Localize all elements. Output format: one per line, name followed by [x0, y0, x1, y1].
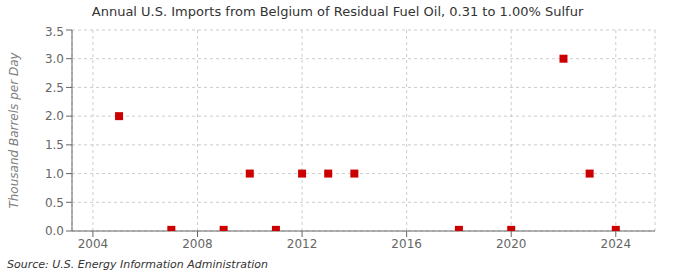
- svg-text:2016: 2016: [391, 237, 422, 251]
- svg-text:0.5: 0.5: [45, 196, 64, 210]
- svg-text:2.5: 2.5: [45, 81, 64, 95]
- svg-text:2.0: 2.0: [45, 109, 64, 123]
- svg-text:2004: 2004: [78, 237, 109, 251]
- svg-text:3.0: 3.0: [45, 52, 64, 66]
- svg-text:2008: 2008: [182, 237, 213, 251]
- svg-text:2024: 2024: [601, 237, 632, 251]
- svg-text:2012: 2012: [287, 237, 318, 251]
- svg-text:1.5: 1.5: [45, 138, 64, 152]
- html-text:Annual U.S. Imports from Belgi: Annual U.S. Imports from Belgium of Resi…: [91, 4, 584, 19]
- svg-text:3.5: 3.5: [45, 25, 64, 39]
- svg-text:1.0: 1.0: [45, 167, 64, 181]
- html-text:Source: U.S. Energy Informatio: Source: U.S. Energy Information Administ…: [7, 258, 268, 271]
- svg-text:Thousand Barrels per Day: Thousand Barrels per Day: [8, 52, 21, 209]
- svg-text:0.0: 0.0: [45, 224, 64, 238]
- svg-text:2020: 2020: [496, 237, 527, 251]
